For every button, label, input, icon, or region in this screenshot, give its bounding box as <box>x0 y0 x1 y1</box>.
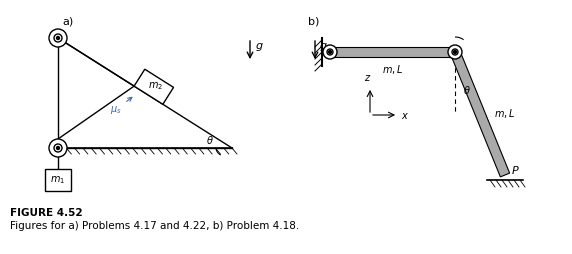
Text: FIGURE 4.52: FIGURE 4.52 <box>10 208 82 218</box>
Circle shape <box>454 51 456 54</box>
Circle shape <box>49 29 67 47</box>
Circle shape <box>54 144 62 152</box>
Text: $m, L$: $m, L$ <box>494 107 515 120</box>
Circle shape <box>54 34 62 42</box>
Text: $\theta$: $\theta$ <box>463 84 471 96</box>
Text: $\theta$: $\theta$ <box>206 134 214 146</box>
Circle shape <box>328 51 332 54</box>
Text: Figures for a) Problems 4.17 and 4.22, b) Problem 4.18.: Figures for a) Problems 4.17 and 4.22, b… <box>10 221 299 231</box>
Polygon shape <box>450 50 510 177</box>
Text: $m, L$: $m, L$ <box>382 63 403 76</box>
Text: b): b) <box>308 16 319 26</box>
Circle shape <box>452 49 458 55</box>
Circle shape <box>448 45 462 59</box>
Circle shape <box>323 45 337 59</box>
Circle shape <box>57 37 59 40</box>
Text: $m_2$: $m_2$ <box>148 80 164 92</box>
Text: $x$: $x$ <box>401 111 409 121</box>
Circle shape <box>49 139 67 157</box>
Text: $\mu_s$: $\mu_s$ <box>110 97 132 116</box>
Polygon shape <box>134 69 173 104</box>
Text: $z$: $z$ <box>364 73 372 83</box>
Circle shape <box>57 147 59 150</box>
Circle shape <box>327 49 333 55</box>
Text: $g$: $g$ <box>255 41 264 53</box>
Text: $P$: $P$ <box>511 164 520 176</box>
Polygon shape <box>45 169 71 191</box>
Text: $m_1$: $m_1$ <box>50 174 66 186</box>
Text: a): a) <box>62 16 73 26</box>
Text: $g$: $g$ <box>319 41 328 53</box>
Polygon shape <box>330 47 455 57</box>
